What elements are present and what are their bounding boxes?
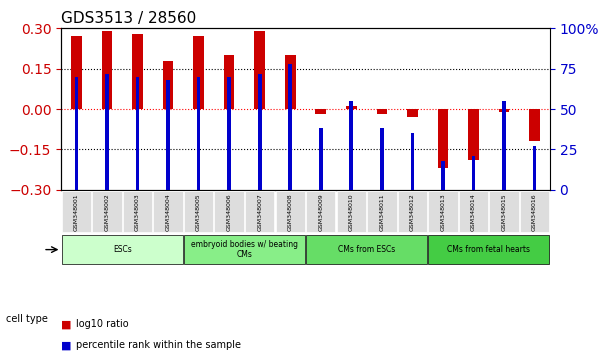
Bar bbox=[254, 31, 265, 109]
Text: GSM348007: GSM348007 bbox=[257, 193, 262, 231]
Bar bbox=[468, 109, 479, 160]
FancyBboxPatch shape bbox=[306, 235, 427, 264]
Bar bbox=[315, 109, 326, 114]
FancyBboxPatch shape bbox=[62, 235, 183, 264]
Bar bbox=[285, 55, 296, 109]
Text: CMs from ESCs: CMs from ESCs bbox=[338, 245, 395, 254]
FancyBboxPatch shape bbox=[276, 191, 305, 232]
Text: GSM348011: GSM348011 bbox=[379, 193, 384, 230]
FancyBboxPatch shape bbox=[153, 191, 183, 232]
Bar bbox=[346, 106, 357, 109]
Bar bbox=[437, 109, 448, 168]
Bar bbox=[349, 101, 353, 190]
FancyBboxPatch shape bbox=[489, 191, 519, 232]
FancyBboxPatch shape bbox=[337, 191, 366, 232]
Bar bbox=[472, 156, 475, 190]
Text: GSM348012: GSM348012 bbox=[410, 193, 415, 231]
Bar bbox=[288, 64, 292, 190]
Bar bbox=[376, 109, 387, 114]
FancyBboxPatch shape bbox=[367, 191, 397, 232]
Text: embryoid bodies w/ beating
CMs: embryoid bodies w/ beating CMs bbox=[191, 240, 298, 259]
Bar bbox=[529, 109, 540, 141]
Text: GSM348004: GSM348004 bbox=[166, 193, 170, 231]
Bar bbox=[105, 74, 109, 190]
Text: GSM348005: GSM348005 bbox=[196, 193, 201, 230]
Bar bbox=[533, 146, 536, 190]
FancyBboxPatch shape bbox=[398, 191, 427, 232]
Bar bbox=[227, 77, 231, 190]
Text: GSM348008: GSM348008 bbox=[288, 193, 293, 230]
FancyBboxPatch shape bbox=[306, 191, 335, 232]
Text: ■: ■ bbox=[61, 319, 71, 329]
FancyBboxPatch shape bbox=[62, 191, 91, 232]
FancyBboxPatch shape bbox=[428, 191, 458, 232]
Bar bbox=[197, 77, 200, 190]
FancyBboxPatch shape bbox=[245, 191, 274, 232]
Bar bbox=[136, 77, 139, 190]
Text: ESCs: ESCs bbox=[113, 245, 131, 254]
Bar bbox=[132, 34, 143, 109]
FancyBboxPatch shape bbox=[520, 191, 549, 232]
Bar bbox=[163, 61, 174, 109]
Text: GSM348003: GSM348003 bbox=[135, 193, 140, 231]
Text: GSM348010: GSM348010 bbox=[349, 193, 354, 230]
Text: GSM348013: GSM348013 bbox=[441, 193, 445, 231]
Bar bbox=[319, 129, 323, 190]
Text: cell type: cell type bbox=[6, 314, 48, 324]
Bar bbox=[71, 36, 82, 109]
Text: log10 ratio: log10 ratio bbox=[76, 319, 129, 329]
Bar bbox=[411, 133, 414, 190]
Bar bbox=[75, 77, 78, 190]
Text: GSM348006: GSM348006 bbox=[227, 193, 232, 230]
FancyBboxPatch shape bbox=[184, 235, 305, 264]
FancyBboxPatch shape bbox=[459, 191, 488, 232]
Text: GSM348015: GSM348015 bbox=[502, 193, 507, 230]
FancyBboxPatch shape bbox=[92, 191, 122, 232]
FancyBboxPatch shape bbox=[428, 235, 549, 264]
Bar bbox=[499, 109, 510, 112]
Text: GDS3513 / 28560: GDS3513 / 28560 bbox=[61, 11, 196, 26]
FancyBboxPatch shape bbox=[184, 191, 213, 232]
Bar bbox=[224, 55, 235, 109]
Bar bbox=[502, 101, 506, 190]
FancyBboxPatch shape bbox=[123, 191, 152, 232]
Bar bbox=[193, 36, 204, 109]
Text: GSM348002: GSM348002 bbox=[104, 193, 109, 231]
FancyBboxPatch shape bbox=[214, 191, 244, 232]
Text: GSM348009: GSM348009 bbox=[318, 193, 323, 231]
Bar bbox=[380, 129, 384, 190]
Text: ■: ■ bbox=[61, 341, 71, 350]
Bar bbox=[441, 161, 445, 190]
Text: CMs from fetal hearts: CMs from fetal hearts bbox=[447, 245, 530, 254]
Text: GSM348016: GSM348016 bbox=[532, 193, 537, 230]
Text: percentile rank within the sample: percentile rank within the sample bbox=[76, 341, 241, 350]
Bar bbox=[407, 109, 418, 117]
Text: GSM348014: GSM348014 bbox=[471, 193, 476, 231]
Bar bbox=[166, 80, 170, 190]
Bar bbox=[258, 74, 262, 190]
Bar bbox=[101, 31, 112, 109]
Text: GSM348001: GSM348001 bbox=[74, 193, 79, 230]
